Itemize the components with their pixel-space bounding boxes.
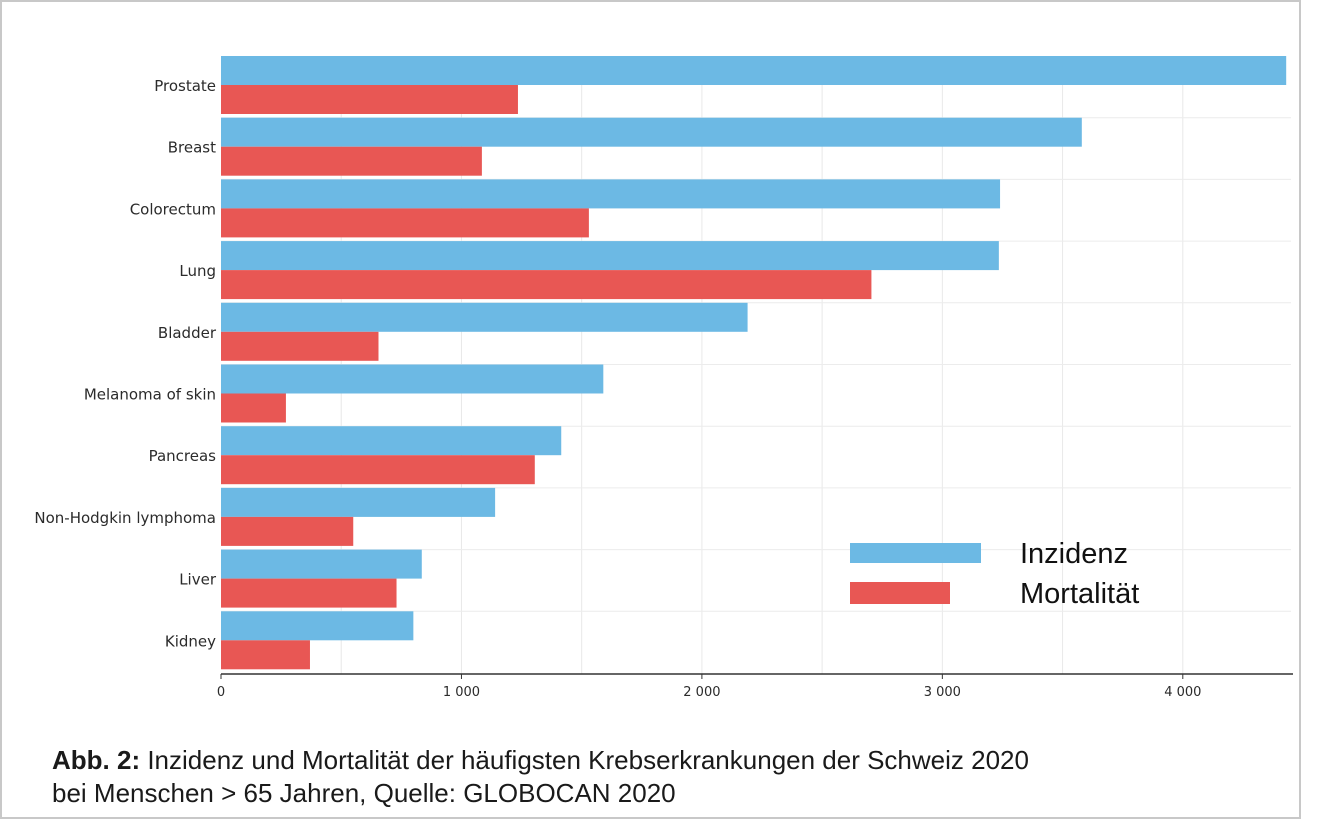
category-label: Prostate: [154, 77, 216, 95]
category-label: Breast: [168, 139, 216, 157]
bar-inzidenz: [221, 549, 422, 579]
bar-mortalitaet: [221, 640, 310, 670]
bars: [221, 56, 1287, 670]
caption-label: Abb. 2:: [52, 745, 141, 775]
bar-inzidenz: [221, 179, 1001, 209]
x-tick-label: 4 000: [1164, 685, 1201, 700]
category-label: Melanoma of skin: [84, 386, 216, 404]
legend: Inzidenz Mortalität: [850, 538, 1139, 610]
legend-swatch: [850, 543, 981, 563]
bar-inzidenz: [221, 426, 562, 456]
category-label: Liver: [179, 571, 217, 589]
bar-mortalitaet: [221, 331, 379, 361]
bar-mortalitaet: [221, 455, 535, 485]
category-label: Non-Hodgkin lymphoma: [34, 509, 216, 527]
category-label: Bladder: [158, 324, 217, 342]
category-label: Pancreas: [149, 447, 217, 465]
category-labels: Prostate Breast Colorectum Lung Bladder Melan…: [34, 77, 216, 650]
x-axis: 0 1 000 2 000 3 000 4 000: [217, 673, 1293, 700]
caption-text: Inzidenz und Mortalität der häufigsten K…: [140, 745, 1029, 775]
bar-mortalitaet: [221, 516, 354, 546]
bar-inzidenz: [221, 56, 1287, 85]
bar-mortalitaet: [221, 208, 589, 238]
bar-chart: Prostate Breast Colorectum Lung Bladder Melan…: [34, 56, 1293, 700]
bar-inzidenz: [221, 117, 1082, 147]
bar-inzidenz: [221, 241, 999, 271]
legend-label: Inzidenz: [1020, 538, 1128, 570]
caption-line2: bei Menschen > 65 Jahren, Quelle: GLOBOC…: [52, 778, 676, 808]
category-label: Lung: [179, 262, 216, 280]
bar-mortalitaet: [221, 85, 518, 114]
category-label: Kidney: [165, 632, 216, 650]
bar-mortalitaet: [221, 393, 286, 423]
legend-swatch: [850, 582, 950, 604]
x-tick-label: 3 000: [924, 685, 961, 700]
x-tick-label: 1 000: [443, 685, 480, 700]
x-tick-label: 2 000: [683, 685, 720, 700]
bar-inzidenz: [221, 302, 748, 332]
bar-mortalitaet: [221, 270, 872, 300]
bar-mortalitaet: [221, 146, 482, 176]
figure-caption: Abb. 2: Inzidenz und Mortalität der häuf…: [52, 744, 1282, 810]
bar-mortalitaet: [221, 578, 397, 608]
category-label: Colorectum: [130, 200, 216, 218]
bar-inzidenz: [221, 364, 604, 394]
bar-inzidenz: [221, 611, 414, 641]
x-tick-label: 0: [217, 685, 225, 700]
bar-inzidenz: [221, 487, 496, 517]
legend-label: Mortalität: [1020, 578, 1139, 610]
